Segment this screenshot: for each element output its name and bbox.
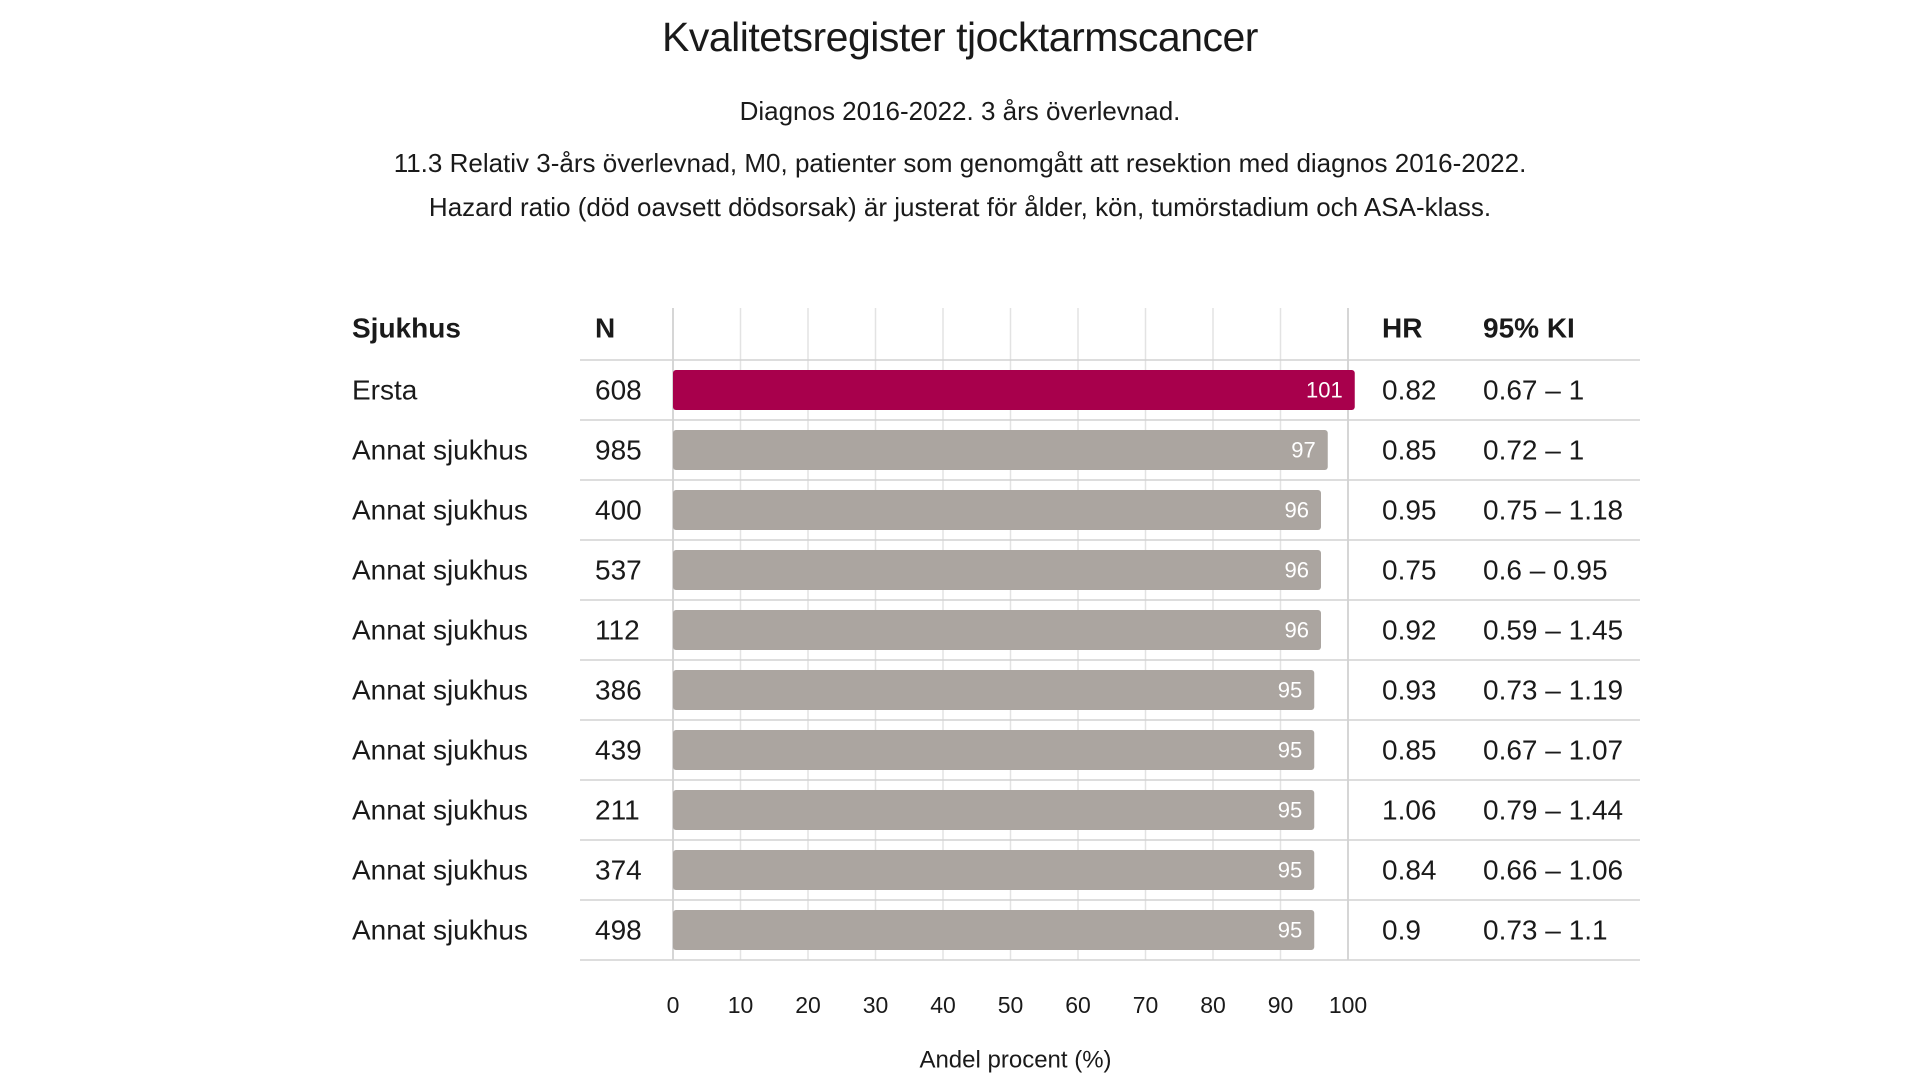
bar xyxy=(673,850,1315,890)
hr-value: 0.85 xyxy=(1382,435,1437,466)
ci-value: 0.75 – 1.18 xyxy=(1483,495,1623,526)
hospital-label: Annat sjukhus xyxy=(352,615,528,646)
chart-subtitle: Diagnos 2016-2022. 3 års överlevnad. xyxy=(739,96,1181,126)
hr-value: 0.85 xyxy=(1382,735,1437,766)
bar xyxy=(673,490,1321,530)
hospital-label: Annat sjukhus xyxy=(352,795,528,826)
hospital-label: Ersta xyxy=(352,375,418,406)
n-value: 400 xyxy=(595,495,642,526)
bar-value-label: 95 xyxy=(1278,798,1302,823)
hospital-label: Annat sjukhus xyxy=(352,495,528,526)
hr-value: 1.06 xyxy=(1382,795,1437,826)
x-tick-label: 40 xyxy=(930,992,956,1018)
bar xyxy=(673,670,1315,710)
x-tick-label: 0 xyxy=(667,992,680,1018)
x-tick-label: 10 xyxy=(728,992,754,1018)
chart-description-line-2: Hazard ratio (död oavsett dödsorsak) är … xyxy=(428,192,1492,222)
hospital-label: Annat sjukhus xyxy=(352,855,528,886)
bar-value-label: 95 xyxy=(1278,918,1302,943)
ci-value: 0.67 – 1 xyxy=(1483,375,1584,406)
ci-value: 0.73 – 1.19 xyxy=(1483,675,1623,706)
bar-value-label: 96 xyxy=(1285,618,1309,643)
ci-value: 0.79 – 1.44 xyxy=(1483,795,1623,826)
hospital-label: Annat sjukhus xyxy=(352,735,528,766)
n-value: 439 xyxy=(595,735,642,766)
hospital-label: Annat sjukhus xyxy=(352,915,528,946)
n-value: 374 xyxy=(595,855,642,886)
n-value: 537 xyxy=(595,555,642,586)
hr-value: 0.95 xyxy=(1382,495,1437,526)
x-tick-label: 30 xyxy=(863,992,889,1018)
column-header-ci: 95% KI xyxy=(1483,313,1575,344)
hr-value: 0.9 xyxy=(1382,915,1421,946)
bar xyxy=(673,910,1315,950)
n-value: 985 xyxy=(595,435,642,466)
x-tick-label: 70 xyxy=(1133,992,1159,1018)
bar-value-label: 95 xyxy=(1278,678,1302,703)
bar-value-label: 101 xyxy=(1306,378,1343,403)
column-header-hr: HR xyxy=(1382,313,1422,344)
n-value: 608 xyxy=(595,375,642,406)
bar xyxy=(673,730,1315,770)
hr-value: 0.92 xyxy=(1382,615,1437,646)
hr-value: 0.84 xyxy=(1382,855,1437,886)
ci-value: 0.6 – 0.95 xyxy=(1483,555,1608,586)
x-tick-label: 90 xyxy=(1268,992,1294,1018)
bar-value-label: 96 xyxy=(1285,498,1309,523)
bar-value-label: 96 xyxy=(1285,558,1309,583)
hr-value: 0.82 xyxy=(1382,375,1437,406)
x-tick-label: 20 xyxy=(795,992,821,1018)
x-axis-title: Andel procent (%) xyxy=(919,1047,1111,1074)
bar xyxy=(673,790,1315,830)
x-tick-label: 80 xyxy=(1200,992,1226,1018)
bar-value-label: 95 xyxy=(1278,738,1302,763)
ci-value: 0.72 – 1 xyxy=(1483,435,1584,466)
x-tick-label: 50 xyxy=(998,992,1024,1018)
hospital-label: Annat sjukhus xyxy=(352,435,528,466)
ci-value: 0.59 – 1.45 xyxy=(1483,615,1623,646)
hospital-label: Annat sjukhus xyxy=(352,555,528,586)
x-tick-label: 60 xyxy=(1065,992,1091,1018)
x-tick-label: 100 xyxy=(1329,992,1367,1018)
column-header-n: N xyxy=(595,313,615,344)
column-header-hospital: Sjukhus xyxy=(352,313,461,344)
bar-value-label: 95 xyxy=(1278,858,1302,883)
bar xyxy=(673,550,1321,590)
n-value: 386 xyxy=(595,675,642,706)
bar xyxy=(673,610,1321,650)
n-value: 211 xyxy=(595,795,640,826)
bar xyxy=(673,370,1355,410)
hr-value: 0.93 xyxy=(1382,675,1437,706)
ci-value: 0.73 – 1.1 xyxy=(1483,915,1608,946)
bar xyxy=(673,430,1328,470)
hr-value: 0.75 xyxy=(1382,555,1437,586)
ci-value: 0.66 – 1.06 xyxy=(1483,855,1623,886)
hospital-label: Annat sjukhus xyxy=(352,675,528,706)
n-value: 498 xyxy=(595,915,642,946)
n-value: 112 xyxy=(595,615,640,646)
chart-description-line-1: 11.3 Relativ 3-års överlevnad, M0, patie… xyxy=(393,148,1527,178)
chart-title: Kvalitetsregister tjocktarmscancer xyxy=(662,14,1258,60)
ci-value: 0.67 – 1.07 xyxy=(1483,735,1623,766)
bar-value-label: 97 xyxy=(1291,438,1315,463)
